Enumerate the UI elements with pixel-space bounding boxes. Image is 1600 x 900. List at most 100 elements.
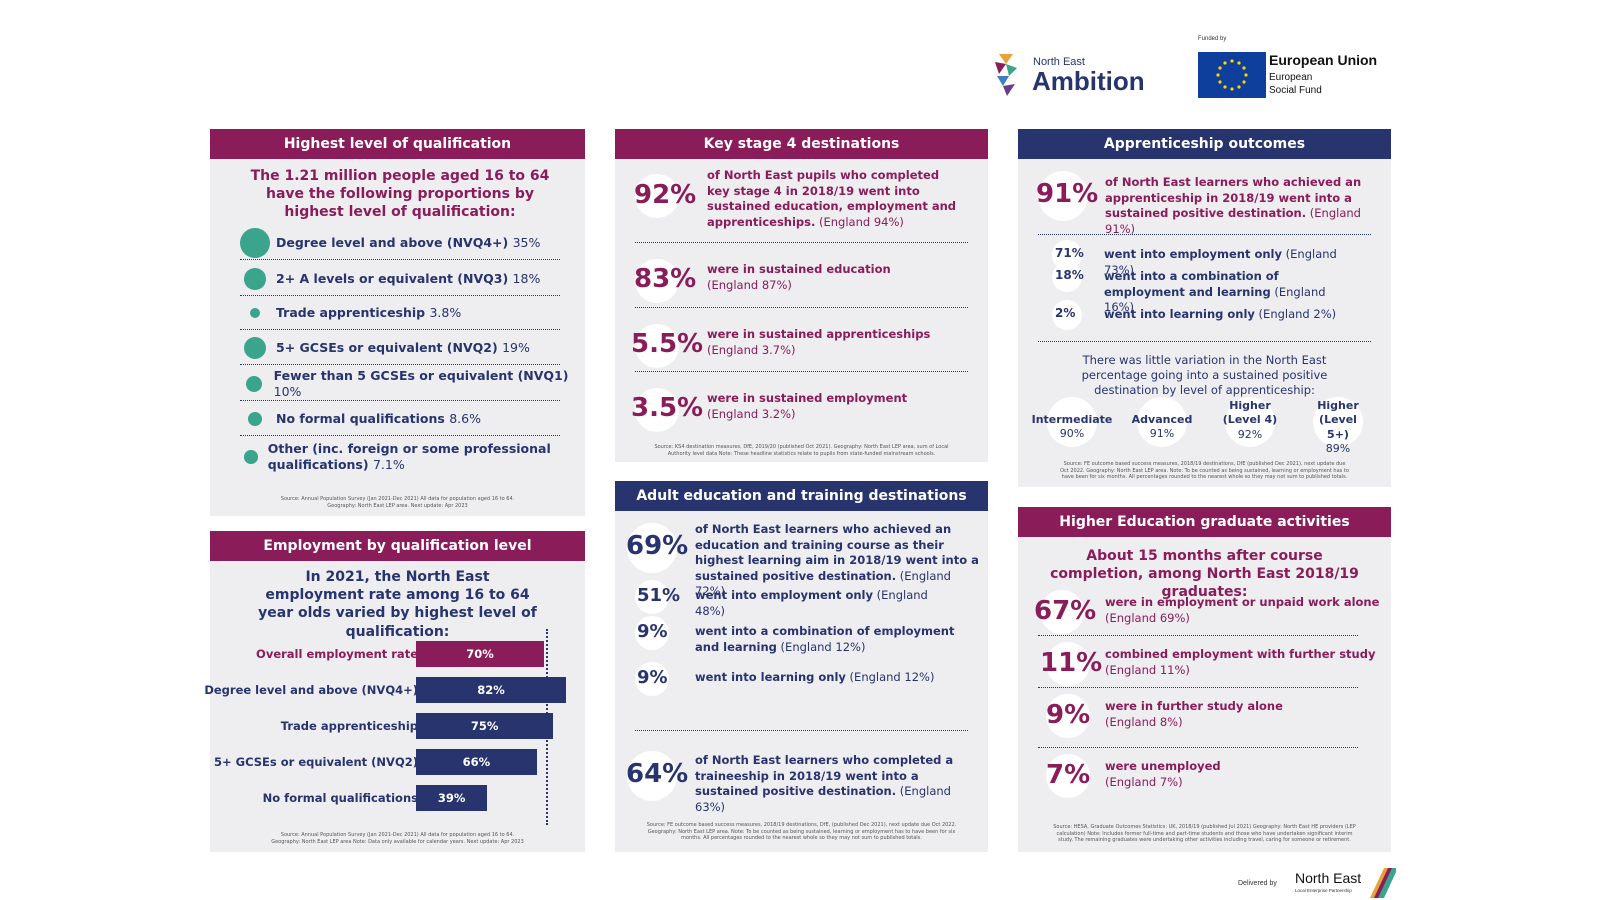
stat-circle — [635, 324, 679, 368]
stat-number: 9% — [1046, 700, 1091, 730]
divider — [1038, 747, 1358, 748]
stat-bold-text: went into a combination of employment an… — [1104, 269, 1279, 299]
stat-circle — [635, 388, 679, 432]
stat-england-text: (England 63%) — [695, 784, 951, 814]
trainee-text: of North East learners who completed a t… — [695, 753, 965, 815]
trainee-number: 64% — [626, 759, 689, 789]
bar: 70% — [416, 641, 545, 667]
source-line: Source: Annual Population Survey (Jan 20… — [280, 496, 515, 502]
qualification-label: No formal qualifications 8.6% — [276, 411, 481, 427]
stat-number: 83% — [634, 264, 697, 294]
bar-category-label: 5+ GCSEs or equivalent (NVQ2) — [214, 755, 418, 769]
he-title: Higher Education graduate activities — [1018, 507, 1391, 537]
level-value: 90% — [1059, 427, 1085, 441]
level-circle — [1225, 397, 1275, 447]
level-value: 89% — [1325, 441, 1351, 455]
stat-circle — [627, 751, 677, 801]
stat-bold-text: went into employment only — [695, 588, 873, 602]
stat-bold-text: were in employment or unpaid work alone — [1105, 595, 1380, 609]
bar-row: Overall employment rate 70% — [210, 641, 590, 667]
qualification-row: Trade apprenticeship 3.8% — [240, 296, 575, 330]
he-source: Source: HESA, Graduate Outcomes Statisti… — [1023, 824, 1386, 844]
stat-bold-text: were in sustained employment — [707, 391, 908, 405]
stat-number: 7% — [1046, 760, 1091, 790]
divider — [635, 730, 968, 731]
eu-flag-icon — [1198, 52, 1266, 98]
bar-row: No formal qualifications 39% — [210, 785, 590, 811]
proportion-dot-box — [240, 336, 270, 360]
divider — [240, 364, 560, 365]
stat-circle — [635, 259, 679, 303]
stat-circle — [1046, 642, 1090, 686]
level-value: 91% — [1149, 427, 1175, 441]
stat-text: combined employment with further study (E… — [1105, 647, 1380, 678]
employment-intro: In 2021, the North East employment rate … — [258, 569, 537, 640]
bar-category-label: Trade apprenticeship — [280, 719, 418, 733]
qualification-row: 2+ A levels or equivalent (NVQ3) 18% — [240, 262, 575, 296]
apprentice-main-number: 91% — [1036, 179, 1099, 209]
stat-england-text: (England 94%) — [815, 214, 904, 229]
qualification-intro: The 1.21 million people aged 16 to 64 ha… — [250, 168, 550, 221]
qualification-name: Degree level and above (NVQ4+) — [276, 234, 509, 250]
source-line: months. All percentages rounded to the n… — [681, 835, 922, 841]
lep-stripes-icon — [1370, 868, 1396, 898]
variation-text: There was little variation in the North … — [1081, 353, 1328, 397]
stat-circle — [1052, 262, 1082, 292]
divider — [635, 307, 968, 308]
qualification-row: No formal qualifications 8.6% — [240, 402, 575, 436]
stat-text: were in employment or unpaid work alone(… — [1105, 595, 1380, 626]
he-panel: Higher Education graduate activities Abo… — [1018, 507, 1391, 852]
stat-circle — [1046, 694, 1090, 738]
qualification-name: No formal qualifications — [276, 410, 445, 426]
north-east-ambition-logo: North East Ambition — [993, 52, 1153, 98]
adult-panel: Adult education and training destination… — [615, 481, 988, 852]
stat-text: went into employment only (England 73%) — [1104, 247, 1359, 278]
qualification-name: 5+ GCSEs or equivalent (NVQ2) — [276, 339, 498, 355]
stat-number: 18% — [1055, 268, 1084, 282]
bar: 66% — [416, 749, 537, 775]
divider — [635, 371, 968, 372]
stat-text: of North East pupils who completed key s… — [707, 168, 957, 230]
qualification-name: Fewer than 5 GCSEs or equivalent (NVQ1) — [273, 367, 569, 383]
adult-main-text: of North East learners who achieved an e… — [695, 522, 980, 600]
stat-bold-text: of North East learners who completed a t… — [695, 753, 954, 799]
source-line: Geography: North East LEP area. Next upd… — [327, 502, 468, 509]
apprentice-panel: Apprenticeship outcomes 91% of North Eas… — [1018, 129, 1391, 487]
apprentice-source: Source: FE outcome based success measure… — [1028, 461, 1381, 481]
proportion-dot — [244, 268, 266, 290]
qualification-title: Highest level of qualification — [210, 129, 585, 159]
source-line: Source: Annual Population Survey (Jan 20… — [280, 832, 515, 838]
divider — [240, 329, 560, 330]
qualification-label: Degree level and above (NVQ4+) 35% — [276, 235, 540, 251]
source-line: study. The remaining graduates were unde… — [1058, 837, 1351, 843]
stat-number: 67% — [1034, 596, 1097, 626]
qualification-row: Fewer than 5 GCSEs or equivalent (NVQ1) … — [240, 367, 575, 401]
qualification-label: Fewer than 5 GCSEs or equivalent (NVQ1) … — [274, 368, 575, 401]
proportion-dot-box — [240, 268, 270, 290]
eu-title: European Union — [1269, 52, 1378, 68]
divider — [240, 400, 560, 401]
stat-number: 11% — [1040, 648, 1103, 678]
stat-england-text: (England 7%) — [1105, 774, 1183, 789]
stat-england-text: (England 11%) — [1105, 662, 1190, 677]
stat-england-text: (England 12%) — [776, 639, 866, 654]
employment-title: Employment by qualification level — [210, 531, 585, 561]
eu-funding-logo: Funded by European Union European Social… — [1198, 36, 1408, 100]
stat-number: 71% — [1055, 246, 1084, 260]
level-item: Higher (Level 5+) 89% — [1296, 399, 1380, 456]
proportion-dot — [247, 411, 263, 427]
stat-bold-text: were unemployed — [1105, 759, 1221, 773]
stat-number: 2% — [1055, 306, 1076, 320]
stat-england-text: (England 16%) — [1104, 284, 1326, 315]
level-name: Intermediate — [1031, 413, 1113, 426]
ks4-panel: Key stage 4 destinations Source: KS4 des… — [615, 129, 988, 462]
proportion-dot-box — [240, 375, 268, 393]
stat-bold-text: of North East pupils who completed key s… — [707, 168, 956, 229]
stat-circle — [635, 174, 679, 218]
bar-row: 5+ GCSEs or equivalent (NVQ2) 66% — [210, 749, 590, 775]
source-line: Source: FE outcome based success measure… — [1063, 461, 1346, 467]
stat-bold-text: were in sustained apprenticeships — [707, 327, 931, 341]
lep-name: North East — [1295, 870, 1362, 886]
proportion-dot — [245, 375, 262, 393]
source-line: Source: FE outcome based success measure… — [646, 822, 957, 828]
